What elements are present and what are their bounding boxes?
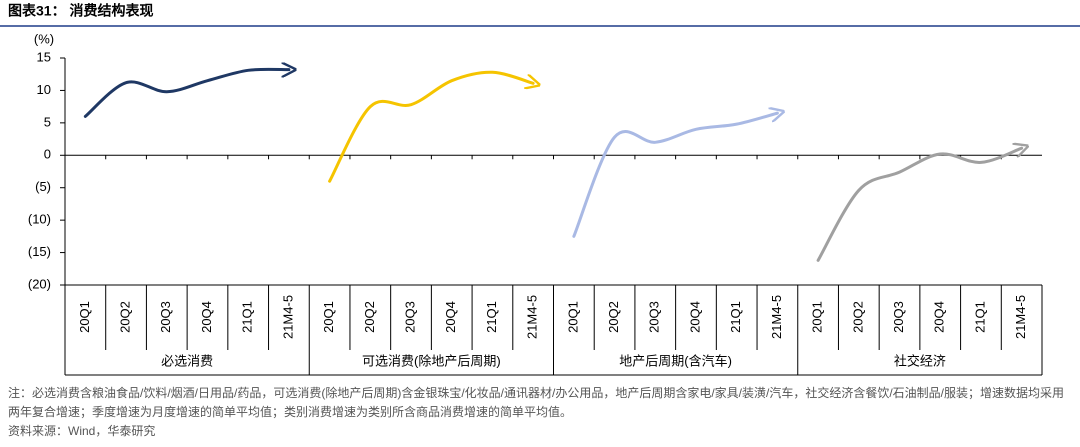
- x-tick-label: 20Q4: [199, 301, 214, 333]
- x-tick-label: 21Q1: [972, 301, 987, 333]
- source: 资料来源：Wind，华泰研究: [8, 424, 156, 438]
- y-tick-label: (20): [28, 276, 51, 291]
- x-tick-label: 20Q2: [118, 301, 133, 333]
- series-line: [572, 113, 778, 238]
- series-line: [328, 70, 534, 183]
- x-tick-label: 20Q1: [321, 301, 336, 333]
- series-line: [83, 69, 289, 118]
- x-tick-label: 21M4-5: [280, 295, 295, 339]
- y-tick-label: 0: [44, 147, 51, 162]
- x-tick-label: 21M4-5: [525, 295, 540, 339]
- notes: 注：必选消费含粮油食品/饮料/烟酒/日用品/药品，可选消费(除地产后周期)含金银…: [8, 384, 1072, 441]
- y-tick-label: (5): [35, 179, 51, 194]
- x-tick-label: 20Q2: [606, 301, 621, 333]
- chart: 图表31： 消费结构表现 (%) 15 10 5 0 (5) (10) (15) (20) 必选…: [0, 3, 1080, 376]
- y-tick-label: (15): [28, 244, 51, 259]
- chart-title: 图表31： 消费结构表现: [8, 3, 153, 19]
- y-tick-label: (10): [28, 212, 51, 227]
- y-axis-label: (%): [34, 31, 54, 46]
- x-tick-label: 21Q1: [728, 301, 743, 333]
- y-tick-label: 15: [37, 49, 51, 64]
- y-tick-label: 5: [44, 114, 51, 129]
- x-tick-label: 20Q3: [891, 301, 906, 333]
- group-label: 地产后周期(含汽车): [619, 353, 732, 368]
- x-tick-label: 20Q4: [443, 301, 458, 333]
- x-tick-label: 20Q2: [362, 301, 377, 333]
- x-tick-label: 21Q1: [484, 301, 499, 333]
- note: 注：必选消费含粮油食品/饮料/烟酒/日用品/药品，可选消费(除地产后周期)含金银…: [8, 386, 1065, 419]
- series-line: [816, 148, 1022, 262]
- x-tick-label: 21M4-5: [1013, 295, 1028, 339]
- x-tick-label: 20Q2: [850, 301, 865, 333]
- x-tick-label: 20Q3: [158, 301, 173, 333]
- x-tick-label: 20Q3: [647, 301, 662, 333]
- group-label: 社交经济: [894, 353, 946, 368]
- x-tick-label: 20Q1: [77, 301, 92, 333]
- x-tick-label: 20Q1: [810, 301, 825, 333]
- x-tick-label: 21M4-5: [769, 295, 784, 339]
- group-label: 必选消费: [161, 353, 213, 368]
- x-tick-label: 20Q4: [687, 301, 702, 333]
- group-label: 可选消费(除地产后周期): [362, 353, 501, 368]
- x-tick-label: 20Q4: [932, 301, 947, 333]
- y-tick-label: 10: [37, 82, 51, 97]
- x-tick-label: 20Q1: [565, 301, 580, 333]
- x-tick-label: 21Q1: [240, 301, 255, 333]
- x-tick-label: 20Q3: [402, 301, 417, 333]
